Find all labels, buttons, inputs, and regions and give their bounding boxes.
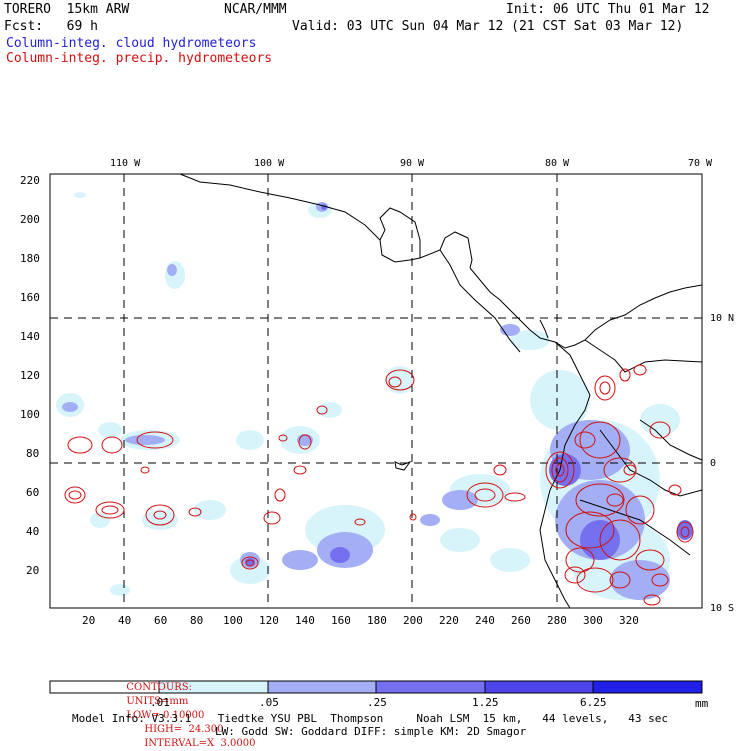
- colorbar-label: .25: [367, 696, 387, 709]
- contours-low: LOW= 0.10000: [126, 710, 205, 721]
- x-tick-label: 140: [295, 614, 315, 627]
- y-tick-label: 40: [26, 525, 40, 538]
- lon-label: 90 W: [400, 158, 425, 169]
- x-tick-label: 60: [154, 614, 168, 627]
- x-tick-label: 120: [259, 614, 279, 627]
- lat-lon-grid: [50, 174, 702, 608]
- x-tick-label: 100: [223, 614, 243, 627]
- legend-precip-hydrometeors: Column-integ. precip. hydrometeors: [6, 51, 273, 66]
- contours-units: UNITS=mm: [126, 696, 189, 707]
- x-tick-label: 260: [511, 614, 531, 627]
- y-tick-label: 80: [26, 447, 40, 460]
- y-tick-label: 220: [20, 174, 40, 187]
- x-tick-label: 300: [583, 614, 603, 627]
- x-tick-label: 200: [403, 614, 423, 627]
- y-tick-label: 60: [26, 486, 40, 499]
- colorbar-unit: mm: [695, 697, 709, 710]
- lat-label: 10 N: [710, 313, 735, 324]
- init-time: Init: 06 UTC Thu 01 Mar 12: [506, 2, 710, 17]
- y-tick-label: 140: [20, 330, 40, 343]
- model-title: TORERO 15km ARW: [4, 2, 130, 17]
- x-tick-label: 240: [475, 614, 495, 627]
- x-tick-label: 320: [619, 614, 639, 627]
- valid-time: Valid: 03 UTC Sun 04 Mar 12 (21 CST Sat …: [292, 19, 684, 34]
- lon-label: 80 W: [545, 158, 570, 169]
- y-tick-label: 100: [20, 408, 40, 421]
- organization-label: NCAR/MMM: [224, 2, 287, 17]
- model-info: Model Info: V3.3.1 Tiedtke YSU PBL Thomp…: [72, 712, 669, 725]
- lon-label: 110 W: [110, 158, 141, 169]
- y-tick-label: 20: [26, 564, 40, 577]
- y-tick-label: 120: [20, 369, 40, 382]
- y-tick-label: 180: [20, 252, 40, 265]
- x-tick-label: 280: [547, 614, 567, 627]
- x-tick-label: 80: [190, 614, 204, 627]
- colorbar-label: 1.25: [472, 696, 499, 709]
- x-tick-label: 180: [367, 614, 387, 627]
- contours-label: CONTOURS:: [126, 682, 193, 693]
- model-physics: LW: Godd SW: Goddard DIFF: simple KM: 2D…: [215, 725, 527, 738]
- y-tick-label: 160: [20, 291, 40, 304]
- forecast-hour: Fcst: 69 h: [4, 19, 98, 34]
- x-tick-label: 40: [118, 614, 132, 627]
- colorbar-label: .05: [259, 696, 279, 709]
- precip-hydrometeor-contours: [64, 364, 694, 606]
- legend-cloud-hydrometeors: Column-integ. cloud hydrometeors: [6, 36, 257, 51]
- colorbar: [49, 680, 703, 694]
- lat-label: 10 S: [710, 603, 735, 614]
- x-tick-label: 20: [82, 614, 96, 627]
- lon-label: 100 W: [254, 158, 285, 169]
- colorbar-label: .01: [150, 696, 170, 709]
- x-tick-label: 160: [331, 614, 351, 627]
- colorbar-label: 6.25: [580, 696, 607, 709]
- lon-label: 70 W: [688, 158, 713, 169]
- y-tick-label: 200: [20, 213, 40, 226]
- coastline: [179, 173, 703, 609]
- lat-label: 0: [710, 458, 717, 469]
- contours-high: HIGH= 24.300: [144, 724, 224, 735]
- x-tick-label: 220: [439, 614, 459, 627]
